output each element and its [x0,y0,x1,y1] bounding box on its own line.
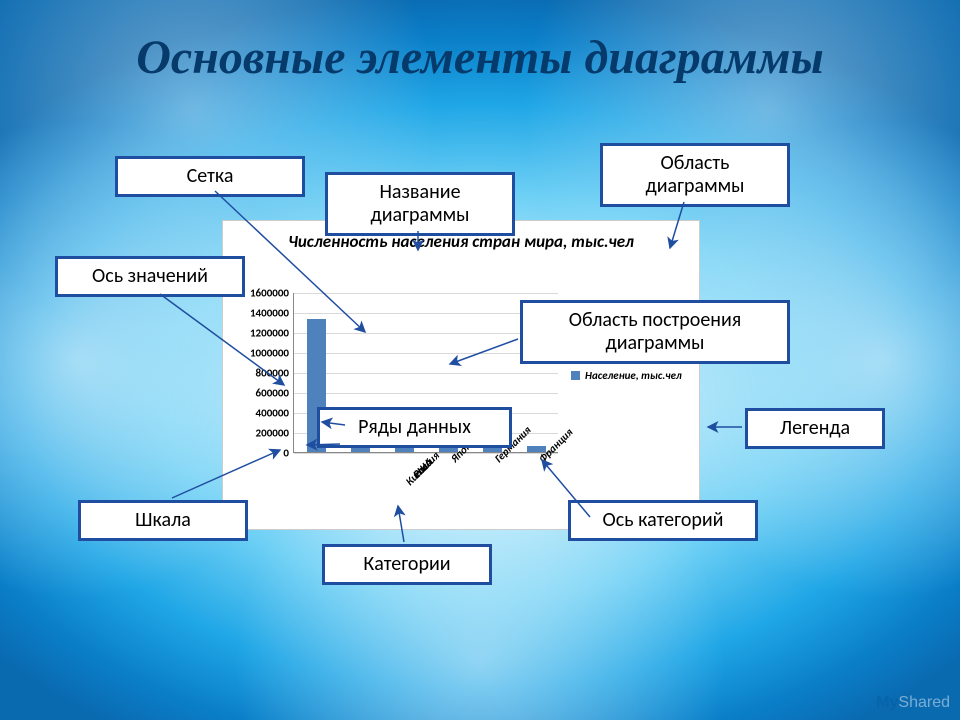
callout-ryady: Ряды данных [317,407,512,448]
gridline [294,353,558,354]
chart-area: Численность населения стран мира, тыс.че… [222,220,700,530]
x-tick-label: Германия [492,456,501,465]
callout-os_kateg: Ось категорий [568,500,758,541]
gridline [294,453,558,454]
watermark-b: Shared [898,694,950,711]
callout-setka: Сетка [115,156,305,197]
y-tick-label: 0 [283,447,294,460]
y-tick-label: 800000 [256,367,294,380]
watermark: MyShared [876,694,950,712]
callout-title: Названиедиаграммы [325,172,515,236]
y-tick-label: 1200000 [250,327,294,340]
gridline [294,333,558,334]
y-tick-label: 400000 [256,407,294,420]
gridline [294,373,558,374]
callout-kategorii: Категории [322,544,492,585]
x-tick-label: Франция [536,456,545,465]
callout-os_znach: Ось значений [55,256,245,297]
gridline [294,293,558,294]
y-tick-label: 1400000 [250,307,294,320]
legend-label: Население, тыс.чел [585,369,682,382]
x-tick-label: Япония [448,456,457,465]
y-tick-label: 200000 [256,427,294,440]
gridline [294,393,558,394]
callout-shkala: Шкала [78,500,248,541]
callout-oblast: Областьдиаграммы [600,143,790,207]
y-tick-label: 1000000 [250,347,294,360]
gridline [294,313,558,314]
y-tick-label: 600000 [256,387,294,400]
y-tick-label: 1600000 [250,287,294,300]
watermark-a: My [876,694,898,711]
legend: Население, тыс.чел [571,369,682,382]
callout-legenda: Легенда [745,408,885,449]
legend-swatch [571,371,580,380]
callout-obl_postr: Область построениядиаграммы [520,300,790,364]
slide-title: Основные элементы диаграммы [0,30,960,85]
